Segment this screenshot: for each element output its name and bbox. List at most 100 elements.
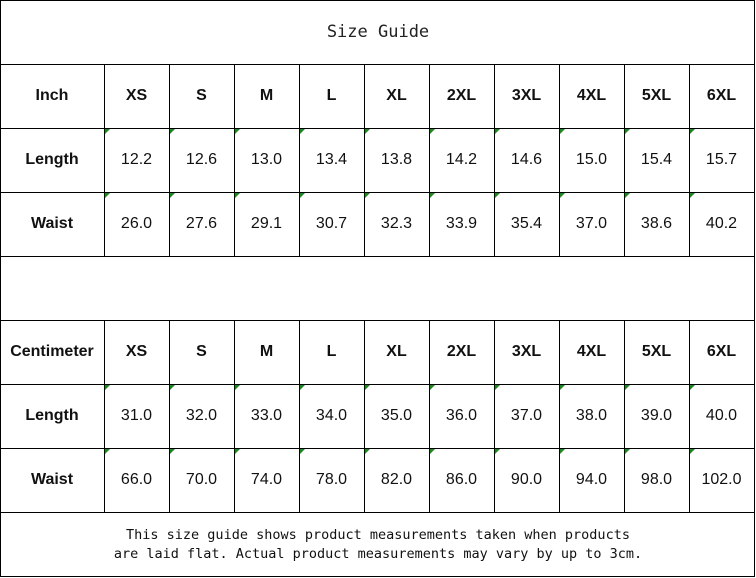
grid-line <box>104 320 105 512</box>
measurement-cell: 37.0 <box>510 407 543 424</box>
row-label: Length <box>25 151 79 168</box>
grid-line <box>754 256 755 321</box>
measurement-cell: 74.0 <box>250 471 283 488</box>
error-indicator-icon <box>170 193 175 198</box>
error-indicator-icon <box>625 449 630 454</box>
error-indicator-icon <box>105 129 110 134</box>
error-indicator-icon <box>365 193 370 198</box>
error-indicator-icon <box>495 385 500 390</box>
grid-line <box>689 320 690 512</box>
grid-line <box>0 128 755 129</box>
measurement-cell: 31.0 <box>120 407 153 424</box>
measurement-cell: 29.1 <box>250 215 283 232</box>
measurement-cell: 78.0 <box>315 471 348 488</box>
error-indicator-icon <box>105 449 110 454</box>
grid-line <box>494 64 495 256</box>
error-indicator-icon <box>105 193 110 198</box>
grid-line <box>689 64 690 256</box>
error-indicator-icon <box>560 129 565 134</box>
size-header: XL <box>386 343 407 360</box>
error-indicator-icon <box>625 129 630 134</box>
grid-line <box>299 64 300 256</box>
measurement-cell: 94.0 <box>575 471 608 488</box>
measurement-cell: 35.4 <box>510 215 543 232</box>
grid-line <box>429 320 430 512</box>
measurement-cell: 39.0 <box>640 407 673 424</box>
grid-line <box>754 320 755 512</box>
measurement-cell: 34.0 <box>315 407 348 424</box>
grid-line <box>364 64 365 256</box>
grid-line <box>169 320 170 512</box>
size-header: M <box>259 343 274 360</box>
measurement-cell: 90.0 <box>510 471 543 488</box>
grid-line <box>559 64 560 256</box>
measurement-cell: 32.3 <box>380 215 413 232</box>
grid-line <box>559 320 560 512</box>
grid-line <box>0 256 755 257</box>
error-indicator-icon <box>300 449 305 454</box>
grid-line <box>624 320 625 512</box>
grid-line <box>0 0 1 65</box>
measurement-cell: 38.0 <box>575 407 608 424</box>
size-header: 2XL <box>446 87 477 104</box>
error-indicator-icon <box>690 449 695 454</box>
size-header: M <box>259 87 274 104</box>
error-indicator-icon <box>365 449 370 454</box>
grid-line <box>104 64 105 256</box>
error-indicator-icon <box>235 449 240 454</box>
measurement-cell: 82.0 <box>380 471 413 488</box>
error-indicator-icon <box>365 385 370 390</box>
measurement-cell: 12.6 <box>185 151 218 168</box>
measurement-cell: 26.0 <box>120 215 153 232</box>
error-indicator-icon <box>690 385 695 390</box>
measurement-cell: 36.0 <box>445 407 478 424</box>
measurement-cell: 98.0 <box>640 471 673 488</box>
error-indicator-icon <box>300 193 305 198</box>
error-indicator-icon <box>430 129 435 134</box>
size-header: XS <box>125 343 148 360</box>
measurement-cell: 66.0 <box>120 471 153 488</box>
measurement-cell: 12.2 <box>120 151 153 168</box>
footnote-line: This size guide shows product measuremen… <box>126 527 630 543</box>
measurement-cell: 14.6 <box>510 151 543 168</box>
grid-line <box>754 64 755 256</box>
error-indicator-icon <box>170 129 175 134</box>
grid-line <box>0 320 1 512</box>
measurement-cell: 70.0 <box>185 471 218 488</box>
grid-line <box>234 320 235 512</box>
grid-line <box>0 512 1 577</box>
measurement-cell: 15.7 <box>705 151 738 168</box>
unit-header: Inch <box>35 87 69 104</box>
grid-line <box>754 0 755 65</box>
error-indicator-icon <box>495 449 500 454</box>
grid-line <box>0 256 1 321</box>
size-header: 4XL <box>576 87 607 104</box>
measurement-cell: 14.2 <box>445 151 478 168</box>
measurement-cell: 13.0 <box>250 151 283 168</box>
grid-line <box>0 192 755 193</box>
measurement-cell: 30.7 <box>315 215 348 232</box>
grid-line <box>0 384 755 385</box>
error-indicator-icon <box>235 129 240 134</box>
error-indicator-icon <box>560 193 565 198</box>
error-indicator-icon <box>170 385 175 390</box>
grid-line <box>0 0 755 1</box>
error-indicator-icon <box>560 385 565 390</box>
error-indicator-icon <box>365 129 370 134</box>
error-indicator-icon <box>560 449 565 454</box>
grid-line <box>624 64 625 256</box>
measurement-cell: 40.2 <box>705 215 738 232</box>
size-header: 4XL <box>576 343 607 360</box>
grid-line <box>169 64 170 256</box>
error-indicator-icon <box>300 129 305 134</box>
error-indicator-icon <box>430 449 435 454</box>
measurement-cell: 35.0 <box>380 407 413 424</box>
size-header: L <box>326 87 337 104</box>
grid-line <box>364 320 365 512</box>
error-indicator-icon <box>690 129 695 134</box>
grid-line <box>0 64 1 256</box>
measurement-cell: 38.6 <box>640 215 673 232</box>
row-label: Waist <box>30 471 74 488</box>
size-header: S <box>196 343 207 360</box>
